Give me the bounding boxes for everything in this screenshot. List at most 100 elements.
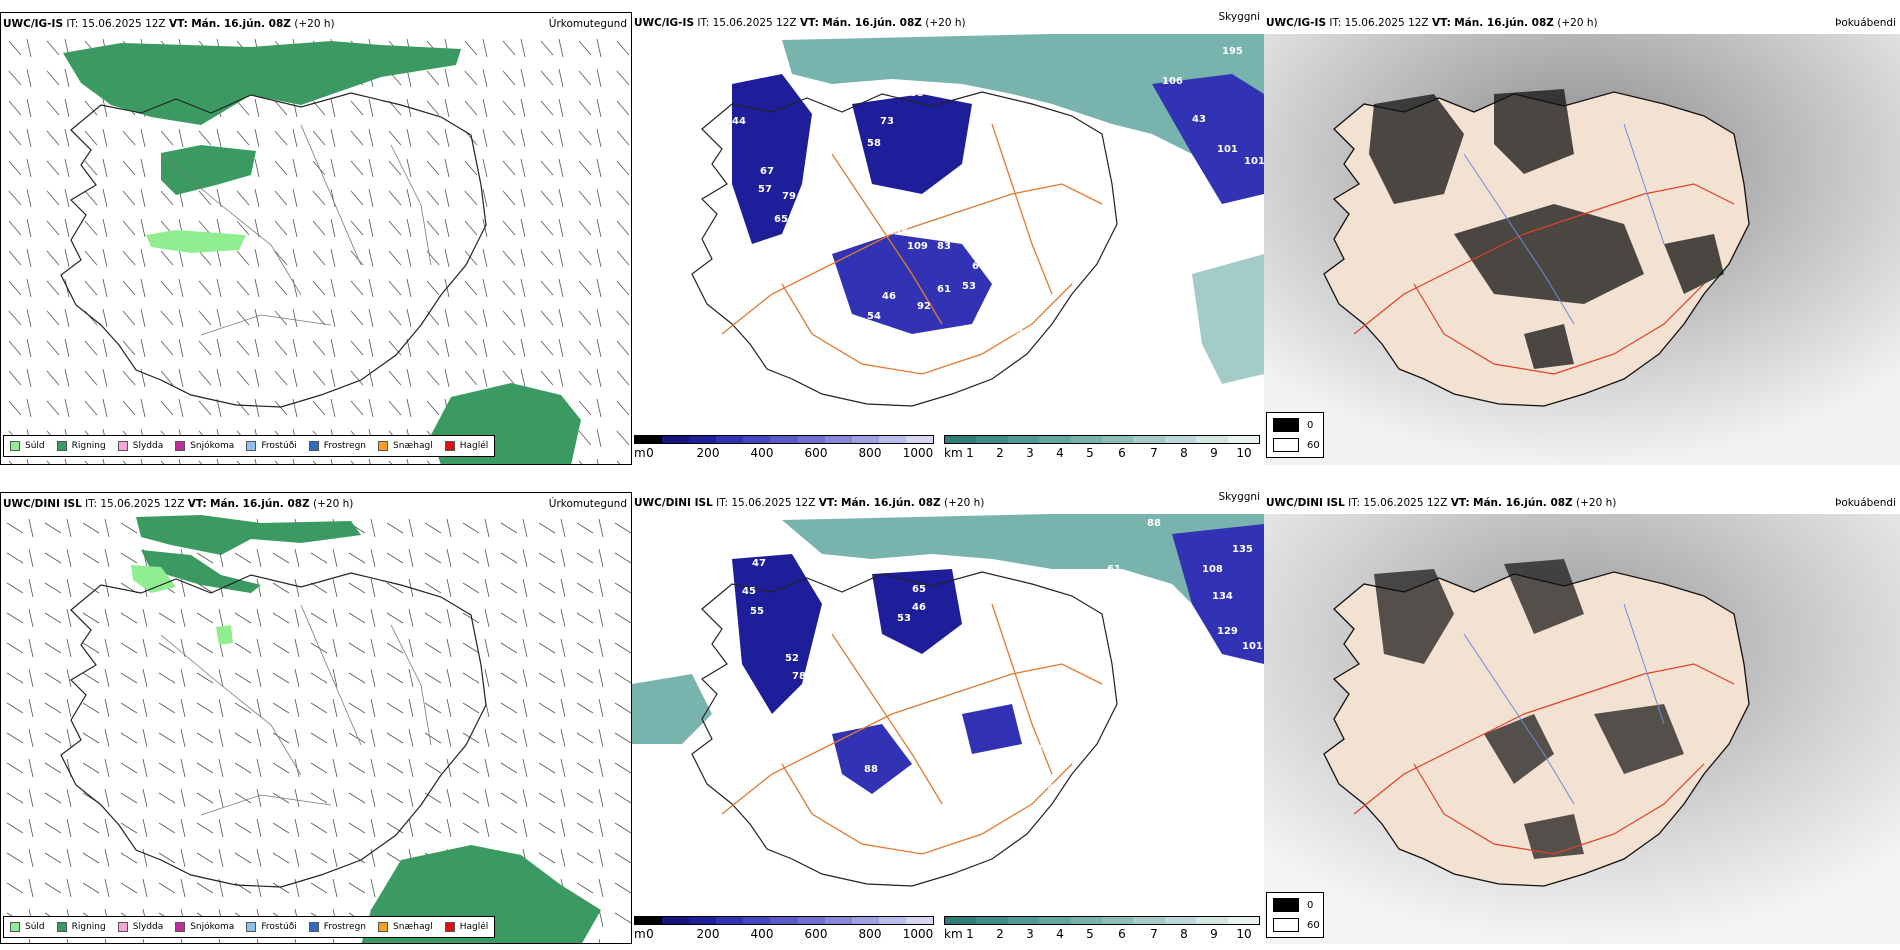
legend-label: Slydda	[132, 922, 164, 932]
legend-item: Slydda	[117, 922, 164, 932]
it-label: IT:	[1329, 17, 1342, 29]
colorbar-step	[851, 436, 879, 443]
it-value: 15.06.2025 12Z	[1344, 17, 1429, 29]
it-label: IT:	[1348, 497, 1361, 509]
tick: 400	[750, 446, 774, 460]
roads	[1353, 183, 1735, 375]
cloud-base-label: 58	[867, 138, 881, 149]
cloud-base-label: 14	[790, 234, 804, 245]
colorbar-step	[797, 917, 825, 924]
vt-value: Mán. 16.jún. 08Z	[822, 17, 922, 29]
fog-legend-row: 0	[1273, 418, 1313, 432]
legend-label: Frostúði	[261, 922, 297, 932]
model-name: UWC/IG-IS	[1266, 17, 1327, 29]
cloud-base-label: 101	[1217, 144, 1238, 155]
colorbar-step	[1039, 917, 1071, 924]
vt-label: VT:	[187, 498, 207, 510]
visibility-sea-north	[782, 34, 1264, 184]
legend-label: Rigning	[71, 441, 106, 451]
fog-swatch	[1273, 438, 1299, 452]
cloud-panel-row2: UWC/DINI ISL IT: 15.06.2025 12Z VT: Mán.…	[632, 492, 1264, 944]
precip-panel-row2: UWC/DINI ISL IT: 15.06.2025 12Z VT: Mán.…	[0, 492, 632, 944]
cloud-base-labels: 88 135 134 129 101 108 61 114 88 58 46 65 53 55 45 52 78…	[712, 518, 1263, 847]
visibility-sea-north	[782, 514, 1264, 634]
legend-label: Frostregn	[323, 441, 367, 451]
cloud-base-unit: m	[634, 927, 646, 941]
legend-item: Frostregn	[308, 922, 366, 932]
lead-time: (+20 h)	[294, 18, 335, 30]
fog-dark-patches	[1369, 89, 1724, 369]
iceland-outline	[691, 571, 1118, 887]
panel-header: UWC/DINI ISL IT: 15.06.2025 12Z VT: Mán.…	[1264, 492, 1900, 514]
colorbar-step	[743, 917, 771, 924]
cloud-base-colorbar	[634, 916, 934, 925]
tick: 600	[804, 927, 828, 941]
cloud-base-s	[832, 704, 1022, 794]
colorbar-step	[1007, 436, 1040, 443]
legend-item: Rigning	[56, 922, 106, 932]
cloud-base-label: 79	[782, 191, 796, 202]
cloud-base-label: 88	[912, 836, 926, 847]
fog-legend-row: 60	[1273, 438, 1320, 452]
colorbar-step	[976, 917, 1008, 924]
panel-type-label: Skyggni	[1218, 12, 1261, 23]
iceland-outline	[691, 91, 1118, 407]
cloud-base-label: 52	[785, 653, 799, 664]
legend-label: Slydda	[132, 441, 164, 451]
legend-item: Súld	[10, 441, 45, 451]
fog-legend-label: 0	[1307, 899, 1314, 911]
legend-swatch	[56, 922, 67, 932]
cloud-base-label: 106	[1162, 76, 1183, 87]
cloud-base-ne	[1152, 74, 1264, 204]
cloud-base-label: 53	[897, 613, 911, 624]
cloud-base-label: 47	[752, 558, 766, 569]
cloud-base-nw	[732, 554, 822, 714]
lead-time: (+20 h)	[1557, 17, 1598, 29]
tick: 2	[996, 446, 1004, 460]
tick: 800	[858, 446, 882, 460]
cloud-base-center	[832, 234, 992, 334]
tick: 10	[1236, 927, 1252, 941]
cloud-map: 195 106 101 101 43 73 58 55 54 44 67 57 79 65 14 158 109…	[632, 34, 1264, 444]
legend-label: Snjókoma	[190, 441, 235, 451]
colorbar-step	[1070, 917, 1103, 924]
lead-time: (+20 h)	[1576, 497, 1617, 509]
colorbar-step	[1164, 436, 1197, 443]
legend-item: Snjókoma	[175, 441, 234, 451]
colorbar-step	[905, 436, 934, 443]
visibility-colorbar	[944, 916, 1260, 925]
cloud-base-label: 67	[972, 261, 986, 272]
roads	[721, 123, 1103, 375]
precip-map	[1, 515, 631, 943]
fog-legend-label: 0	[1307, 419, 1314, 431]
legend-swatch	[175, 441, 186, 451]
colorbar-step	[662, 436, 690, 443]
legend-swatch	[56, 441, 67, 451]
cloud-base-colorbar	[634, 435, 934, 444]
colorbar-step	[1007, 917, 1040, 924]
vt-value: Mán. 16.jún. 08Z	[841, 497, 941, 509]
cloud-base-label: 158	[887, 226, 908, 237]
it-value: 15.06.2025 12Z	[712, 17, 797, 29]
visibility-unit: km	[944, 927, 963, 941]
cloud-base-label: 83	[937, 241, 951, 252]
cloud-base-label: 73	[880, 116, 894, 127]
legend-swatch	[308, 441, 319, 451]
model-name: UWC/DINI ISL	[1266, 497, 1345, 509]
colorbar-step	[824, 436, 852, 443]
cloud-base-n	[872, 569, 962, 654]
colorbar-step	[716, 917, 744, 924]
legend-item: Haglél	[444, 441, 488, 451]
cloud-base-nw	[732, 74, 812, 244]
legend-label: Snjókoma	[190, 922, 235, 932]
colorbar-step	[878, 917, 906, 924]
colorbar-step	[945, 436, 977, 443]
colorbar-step	[689, 917, 717, 924]
panel-type-label: Úrkomutegund	[548, 18, 627, 30]
fog-panel-row1: UWC/IG-IS IT: 15.06.2025 12Z VT: Mán. 16…	[1264, 12, 1900, 465]
colorbar-step	[635, 917, 663, 924]
fog-legend-label: 60	[1307, 439, 1320, 451]
legend-swatch	[175, 922, 186, 932]
tick: 600	[804, 446, 828, 460]
